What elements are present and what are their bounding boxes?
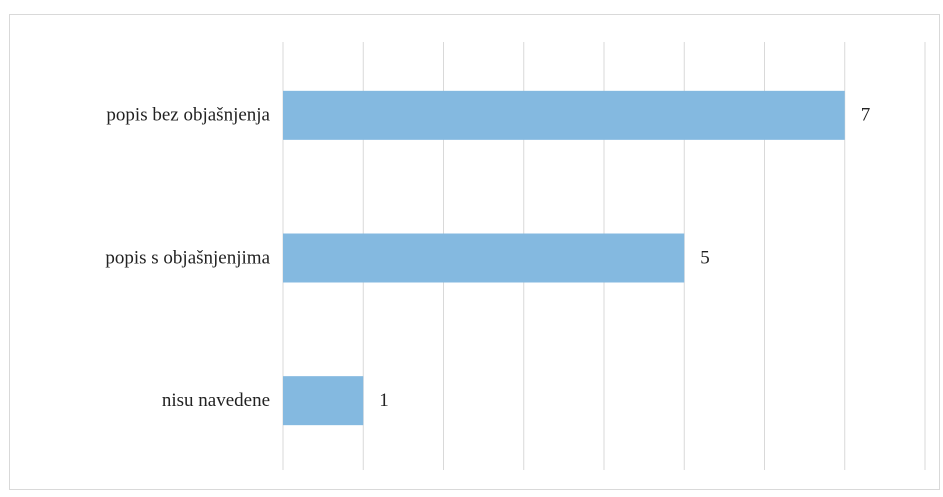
data-label: 7 [861,105,871,126]
y-tick-label: nisu navedene [162,390,270,411]
bar [283,376,364,426]
y-tick-label: popis s objašnjenjima [105,247,270,268]
data-label: 1 [379,390,389,411]
bar [283,233,685,283]
y-tick-label: popis bez objašnjenja [106,105,270,126]
data-label: 5 [700,247,710,268]
bar [283,90,845,140]
